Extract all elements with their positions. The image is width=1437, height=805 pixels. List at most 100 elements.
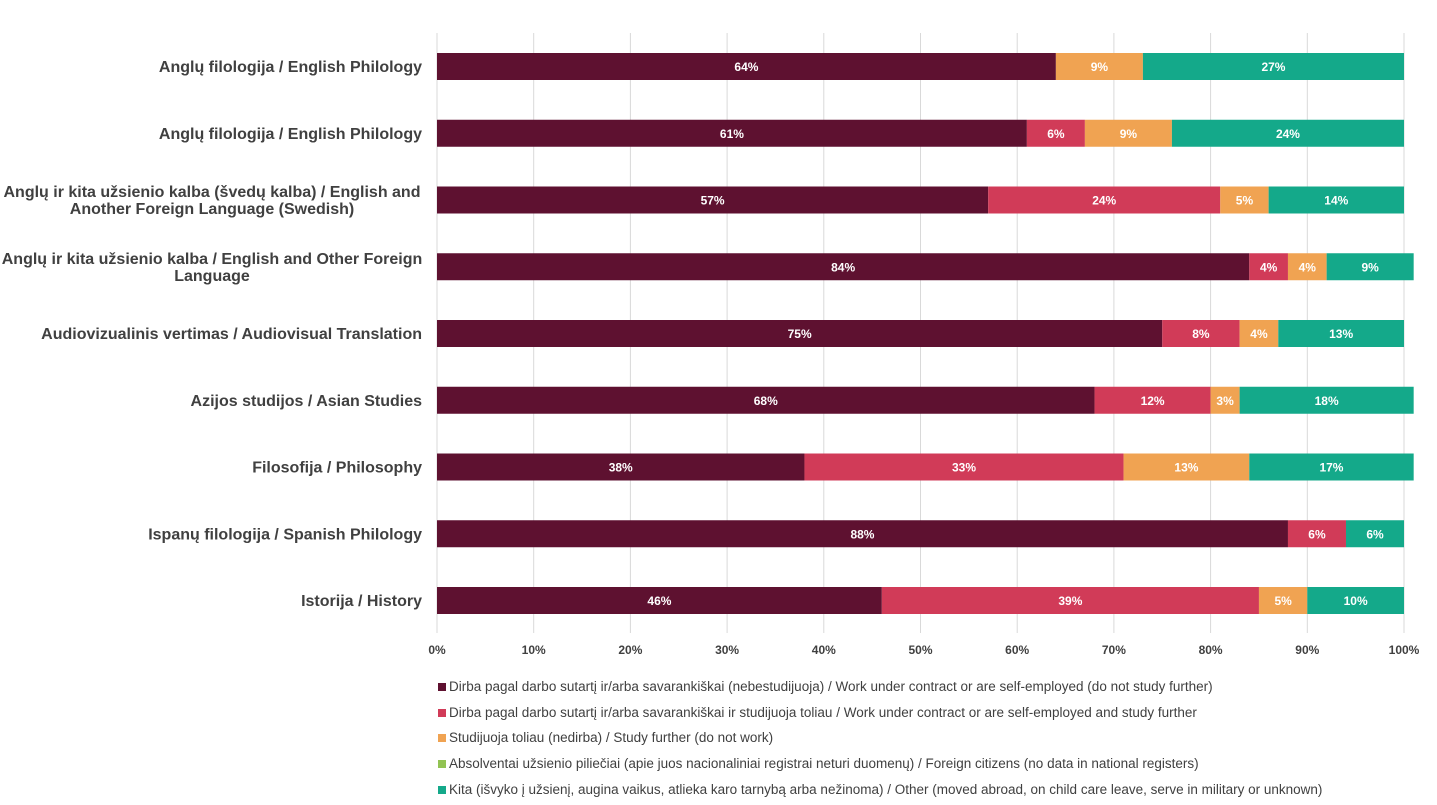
bar-segment (437, 453, 805, 481)
data-label: 27% (1261, 60, 1285, 74)
data-label: 68% (754, 394, 778, 408)
data-label: 38% (609, 461, 633, 475)
bar-segment (1239, 320, 1279, 347)
data-label: 13% (1329, 327, 1353, 341)
data-label: 39% (1058, 594, 1082, 608)
data-label: 24% (1276, 127, 1300, 141)
bar-segment (1094, 386, 1211, 414)
legend-swatch (438, 785, 446, 794)
bar-segment (1258, 587, 1308, 614)
legend-label: Dirba pagal darbo sutartį ir/arba savara… (449, 678, 1213, 694)
legend-item: Kita (išvyko į užsienį, augina vaikus, a… (438, 777, 1322, 803)
bar-segment (1142, 53, 1404, 80)
x-axis-ticks: 0% 10% 20% 30% 40% 50% 60% 70% 80% 90% 100% (428, 643, 1419, 657)
bar-segment (1123, 453, 1250, 481)
data-label: 75% (788, 327, 812, 341)
bar-segment (437, 386, 1095, 414)
legend-swatch (438, 682, 446, 691)
bar-segment (1220, 186, 1269, 214)
bar-segment (1345, 520, 1404, 548)
x-tick-label: 100% (1389, 643, 1420, 657)
x-tick-label: 50% (908, 643, 932, 657)
data-label: 84% (831, 260, 855, 274)
data-label: 18% (1315, 394, 1339, 408)
data-label: 64% (734, 60, 758, 74)
x-tick-label: 30% (715, 643, 739, 657)
bar-segment (437, 520, 1288, 548)
x-tick-label: 60% (1005, 643, 1029, 657)
category-label: Filosofija / Philosophy (252, 460, 422, 477)
data-label: 10% (1344, 594, 1368, 608)
data-label: 4% (1260, 260, 1278, 274)
data-label: 17% (1319, 461, 1343, 475)
legend-label: Studijuoja toliau (nedirba) / Study furt… (449, 730, 774, 746)
bar-segment (1287, 520, 1346, 548)
legend-label: Dirba pagal darbo sutartį ir/arba savara… (449, 704, 1197, 720)
category-label: Anglų ir kita užsienio kalba / English a… (2, 251, 423, 268)
bar-segment (437, 186, 989, 214)
data-label: 6% (1047, 127, 1065, 141)
bar-segment (437, 587, 882, 614)
legend-label: Absolventai užsienio piliečiai (apie juo… (449, 755, 1199, 771)
legend-item: Absolventai užsienio piliečiai (apie juo… (438, 751, 1322, 777)
data-label: 5% (1274, 594, 1292, 608)
bar-segment (881, 587, 1259, 614)
bar-segment (1210, 386, 1240, 414)
x-tick-label: 20% (618, 643, 642, 657)
bar-segment (1162, 320, 1240, 347)
data-label: 14% (1324, 194, 1348, 208)
x-tick-label: 10% (522, 643, 546, 657)
bar-segment (437, 320, 1163, 347)
data-label: 46% (647, 594, 671, 608)
bar-segment (437, 53, 1056, 80)
x-tick-label: 0% (428, 643, 446, 657)
data-label: 33% (952, 461, 976, 475)
data-label: 4% (1299, 260, 1317, 274)
data-label: 9% (1361, 260, 1379, 274)
data-label: 9% (1091, 60, 1109, 74)
data-label: 9% (1120, 127, 1138, 141)
category-label: Istorija / History (301, 593, 422, 610)
category-labels: Anglų filologija / English Philology Angl… (2, 59, 423, 610)
category-label: Anglų filologija / English Philology (159, 59, 422, 76)
legend-item: Dirba pagal darbo sutartį ir/arba savara… (438, 700, 1322, 726)
data-label: 8% (1192, 327, 1210, 341)
bar-segment (804, 453, 1124, 481)
data-label: 12% (1141, 394, 1165, 408)
category-label: Anglų filologija / English Philology (159, 126, 422, 143)
bar-segment (1249, 453, 1414, 481)
x-tick-label: 70% (1102, 643, 1126, 657)
category-label: Audiovizualinis vertimas / Audiovisual T… (41, 326, 422, 343)
data-label: 6% (1308, 527, 1326, 541)
category-label: Language (174, 268, 250, 285)
data-label: 57% (701, 194, 725, 208)
bar-segment (437, 119, 1027, 147)
category-label: Anglų ir kita užsienio kalba (švedų kalb… (4, 184, 421, 201)
bar-segment (1055, 53, 1143, 80)
bar-segment (437, 253, 1250, 281)
x-tick-label: 40% (812, 643, 836, 657)
legend-item: Studijuoja toliau (nedirba) / Study furt… (438, 725, 1322, 751)
category-label: Ispanų filologija / Spanish Philology (148, 526, 422, 543)
bars: 64% 9% 27% 61% 6% 9% 24% 57% 24% 5% 14% 84% 4% 4% 9% 75… (437, 53, 1414, 614)
bar-segment (1278, 320, 1404, 347)
x-tick-label: 90% (1295, 643, 1319, 657)
bar-segment (1307, 587, 1404, 614)
stacked-bar-chart: 64% 9% 27% 61% 6% 9% 24% 57% 24% 5% 14% 84% 4% 4% 9% 75… (2, 33, 1420, 657)
category-label: Azijos studijos / Asian Studies (191, 393, 423, 410)
data-label: 5% (1236, 194, 1254, 208)
data-label: 3% (1216, 394, 1234, 408)
legend: Dirba pagal darbo sutartį ir/arba savara… (438, 674, 1322, 802)
legend-swatch (438, 759, 446, 768)
data-label: 13% (1174, 461, 1198, 475)
bar-segment (1249, 253, 1288, 281)
category-label: Another Foreign Language (Swedish) (70, 201, 354, 218)
data-label: 6% (1366, 527, 1384, 541)
data-label: 88% (850, 527, 874, 541)
data-label: 4% (1250, 327, 1268, 341)
legend-label: Kita (išvyko į užsienį, augina vaikus, a… (449, 781, 1323, 797)
bar-segment (1026, 119, 1085, 147)
bar-segment (1326, 253, 1414, 281)
bar-segment (988, 186, 1221, 214)
bar-segment (1239, 386, 1414, 414)
